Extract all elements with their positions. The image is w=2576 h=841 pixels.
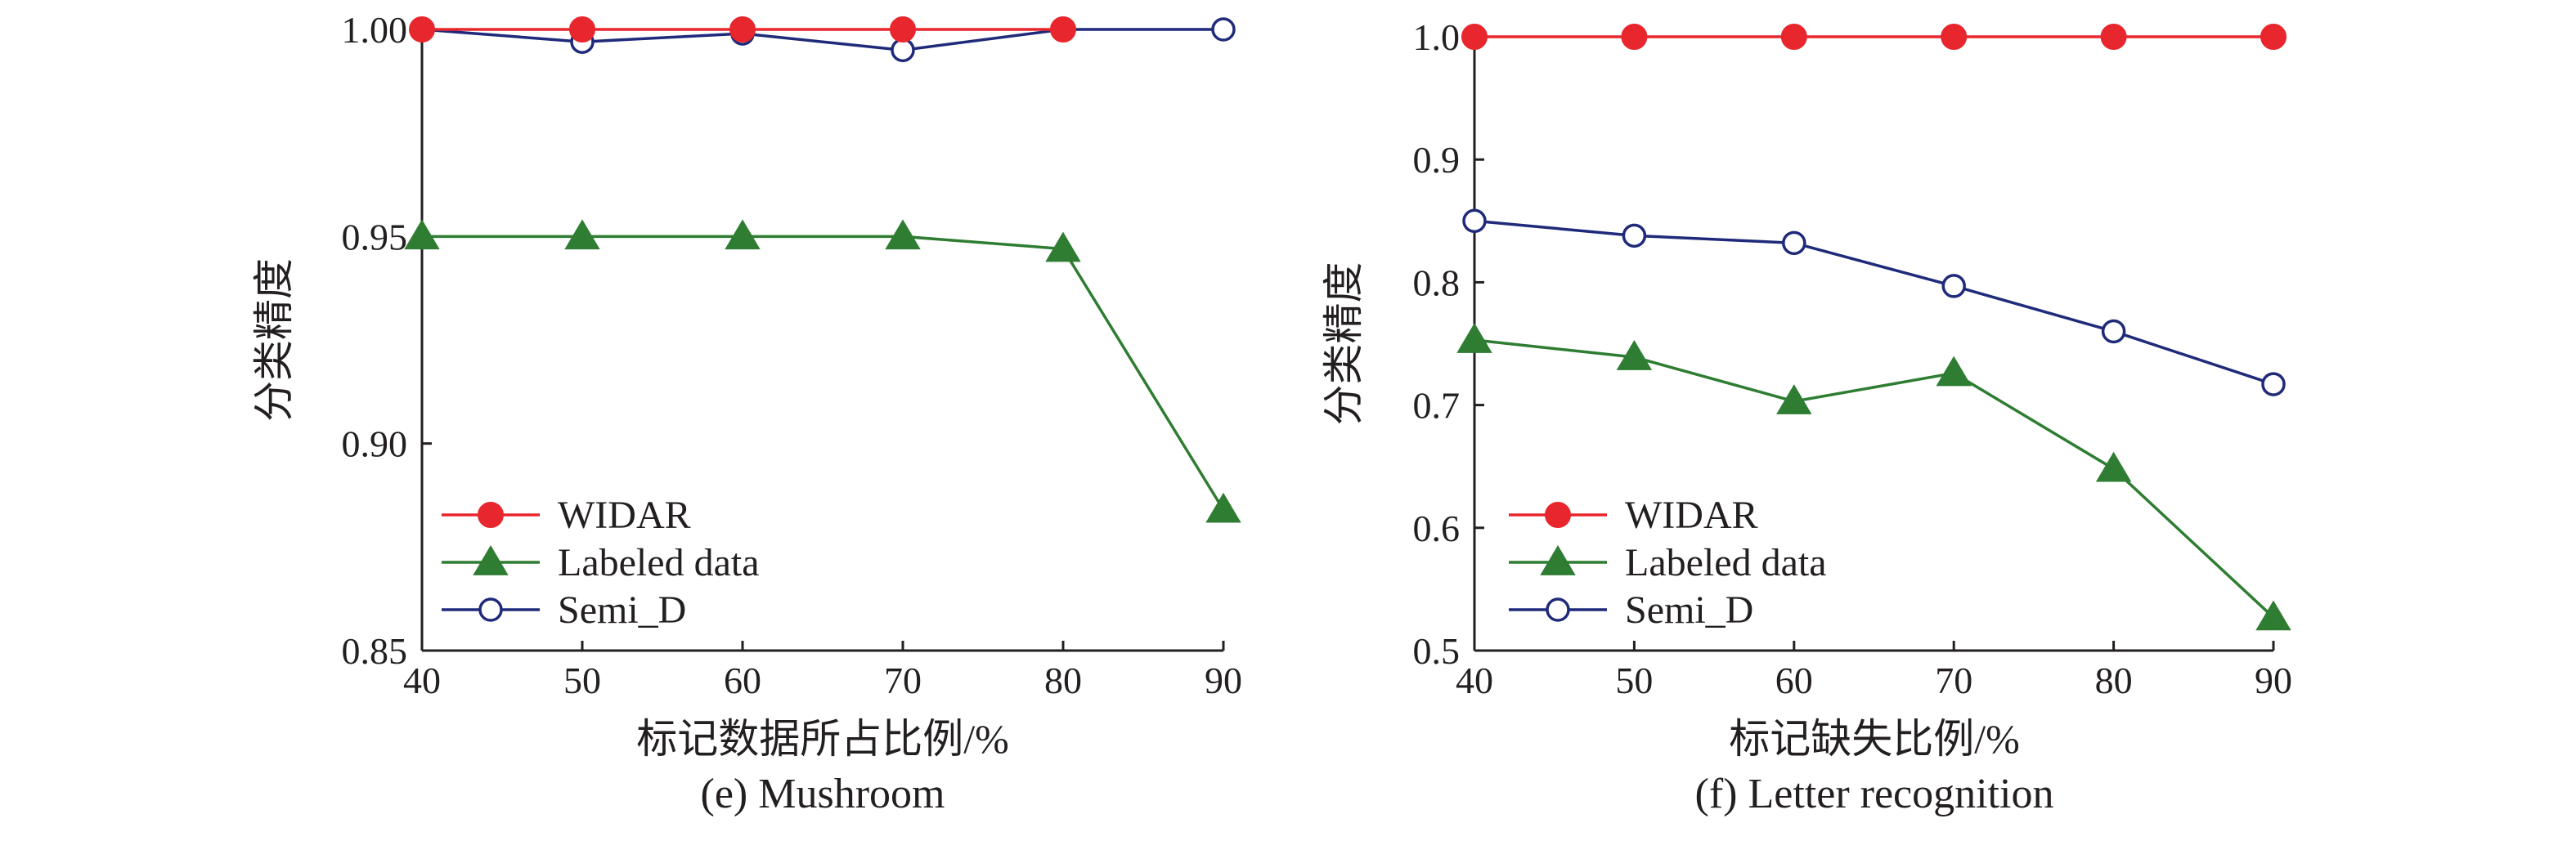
x-tick-label: 50 <box>563 660 601 701</box>
data-point <box>1621 24 1648 50</box>
legend-marker <box>1540 545 1576 575</box>
data-point <box>891 38 915 63</box>
data-point <box>409 16 435 42</box>
legend-label: Labeled data <box>1625 541 1827 584</box>
series-widar <box>409 16 1076 42</box>
data-point <box>1776 384 1812 414</box>
data-point <box>2260 24 2287 50</box>
y-tick-label: 0.95 <box>342 216 408 257</box>
data-point <box>1780 24 1807 50</box>
data-point <box>1616 340 1653 370</box>
legend-marker <box>1546 597 1570 622</box>
x-tick-label: 70 <box>1935 660 1972 701</box>
x-tick-label: 60 <box>1775 660 1813 701</box>
data-point <box>1461 24 1488 50</box>
data-point <box>1936 356 1972 387</box>
data-point <box>404 219 440 250</box>
x-axis-title: 标记缺失比例/% <box>1729 716 2020 762</box>
y-tick-label: 0.5 <box>1413 630 1461 672</box>
series-semi-d <box>1462 208 2286 396</box>
data-point <box>725 219 761 250</box>
data-point <box>1622 223 1647 248</box>
legend-marker <box>1545 502 1571 528</box>
x-tick-label: 80 <box>1044 660 1082 701</box>
data-point <box>569 16 595 42</box>
data-point <box>1205 492 1241 523</box>
chart-panel-letter-recognition: 40 50 60 70 80 90 0.5 0.6 0.7 0.8 0.9 1.0 分类精度标记缺失比例… <box>1321 16 2292 817</box>
data-point <box>2101 319 2126 344</box>
data-point <box>1462 208 1487 234</box>
legend-label: Semi_D <box>1625 588 1753 632</box>
chart-caption: (e) Mushroom <box>701 771 945 817</box>
series-labeled-data <box>1456 323 2291 631</box>
series-semi-d <box>410 17 1236 63</box>
chart-panel-mushroom: 40 50 60 70 80 90 0.85 0.90 0.95 1.00 分类精度标记数据所占比例… <box>251 9 1242 817</box>
data-point <box>1456 323 1492 353</box>
y-tick-label: 0.6 <box>1413 508 1461 549</box>
data-point <box>1050 16 1076 42</box>
y-tick-label: 0.90 <box>342 423 408 465</box>
data-point <box>1782 230 1806 256</box>
data-point <box>1045 231 1081 262</box>
series-line <box>422 235 1225 511</box>
x-tick-label: 60 <box>724 660 761 701</box>
y-tick-label: 0.8 <box>1413 262 1461 303</box>
data-point <box>2095 451 2132 482</box>
x-tick-label: 40 <box>403 660 441 701</box>
data-point <box>2100 24 2127 50</box>
series-line <box>1474 338 2275 619</box>
y-tick-label: 0.85 <box>342 630 408 672</box>
legend-marker <box>473 545 509 575</box>
data-point <box>885 219 921 250</box>
data-point <box>729 16 756 42</box>
data-point <box>890 16 916 42</box>
data-point <box>564 219 600 250</box>
x-tick-label: 70 <box>884 660 922 701</box>
x-tick-label: 80 <box>2095 660 2133 701</box>
legend-label: WIDAR <box>558 494 691 537</box>
legend-label: Semi_D <box>558 588 686 632</box>
legend-label: WIDAR <box>1625 494 1758 537</box>
data-point <box>2255 600 2291 631</box>
series-line <box>421 28 1223 52</box>
y-tick-label: 0.7 <box>1413 385 1461 427</box>
y-tick-label: 1.0 <box>1413 16 1461 58</box>
y-axis-title: 分类精度 <box>1321 262 1367 426</box>
data-point <box>1941 274 1966 298</box>
x-axis-title: 标记数据所占比例/% <box>636 716 1009 762</box>
x-tick-label: 90 <box>2255 660 2292 701</box>
x-tick-label: 90 <box>1205 660 1242 701</box>
y-tick-label: 0.9 <box>1413 139 1461 181</box>
data-point <box>1941 24 1968 50</box>
y-tick-label: 1.00 <box>342 9 408 51</box>
chart-caption: (f) Letter recognition <box>1695 771 2054 817</box>
y-axis-title: 分类精度 <box>251 258 297 422</box>
x-tick-label: 40 <box>1456 660 1493 701</box>
x-tick-label: 50 <box>1615 660 1653 701</box>
legend-marker <box>478 597 503 622</box>
legend-marker <box>478 502 504 528</box>
data-point <box>2261 372 2286 396</box>
legend-label: Labeled data <box>558 541 760 584</box>
series-line <box>1474 219 2274 386</box>
series-labeled-data <box>404 219 1241 523</box>
series-widar <box>1461 24 2287 50</box>
data-point <box>1211 17 1236 42</box>
